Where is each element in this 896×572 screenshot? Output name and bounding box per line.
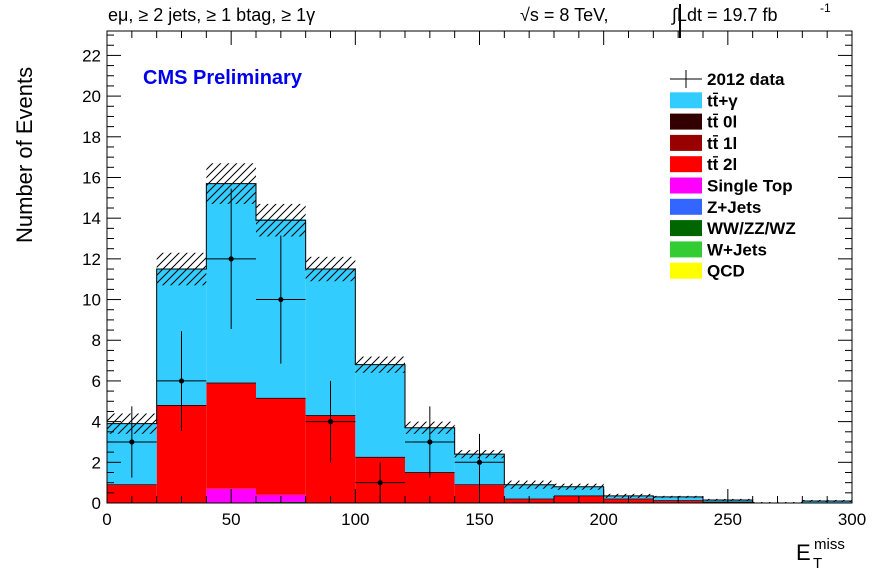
x-axis-label-sup: miss bbox=[814, 536, 845, 553]
header-lumi-exponent: -1 bbox=[820, 1, 831, 15]
y-axis-label: Number of Events bbox=[12, 67, 37, 243]
data-point bbox=[129, 439, 135, 445]
legend-label: tt̄ 0l bbox=[707, 113, 737, 132]
legend-swatch bbox=[670, 113, 702, 130]
x-tick-label: 0 bbox=[102, 510, 111, 529]
legend-swatch bbox=[670, 156, 702, 173]
uncertainty-band bbox=[107, 163, 852, 503]
bar-segment bbox=[256, 398, 306, 495]
data-point bbox=[377, 480, 383, 486]
data-point bbox=[327, 419, 334, 425]
legend-label: tt̄ 1l bbox=[707, 134, 737, 153]
x-tick-label: 300 bbox=[838, 510, 866, 529]
data-point bbox=[427, 439, 433, 445]
legend-swatch bbox=[670, 198, 702, 215]
y-tick-label: 6 bbox=[92, 372, 101, 391]
bar-segment bbox=[554, 486, 604, 496]
y-tick-label: 16 bbox=[82, 168, 101, 187]
y-tick-label: 22 bbox=[82, 46, 101, 65]
legend-label: Z+Jets bbox=[707, 198, 761, 217]
header-energy: √s = 8 TeV, bbox=[520, 5, 608, 25]
legend-label: Single Top bbox=[707, 177, 793, 196]
bar-segment bbox=[206, 382, 256, 489]
legend-swatch bbox=[670, 262, 702, 279]
legend-label: tt̄ 2l bbox=[707, 155, 737, 174]
y-tick-label: 12 bbox=[82, 250, 101, 269]
legend-swatch bbox=[670, 177, 702, 194]
bar-segment bbox=[355, 364, 405, 458]
x-axis-label-sub: T bbox=[813, 555, 822, 572]
uncertainty-hatch bbox=[256, 203, 306, 237]
data-point bbox=[178, 378, 185, 384]
x-tick-label: 150 bbox=[465, 510, 493, 529]
uncertainty-hatch bbox=[603, 493, 654, 498]
header-lumi: ∫Ldt = 19.7 fb bbox=[670, 5, 778, 25]
uncertainty-hatch bbox=[554, 483, 604, 490]
legend-swatch bbox=[670, 220, 702, 237]
y-tick-label: 10 bbox=[82, 291, 101, 310]
y-tick-label: 20 bbox=[82, 87, 101, 106]
y-tick-label: 14 bbox=[82, 209, 101, 228]
legend: 2012 data tt̄+γ tt̄ 0l tt̄ 1l tt̄ 2l Single T… bbox=[670, 70, 796, 281]
y-tick-label: 2 bbox=[92, 453, 101, 472]
axes: 0 50 100 150 200 250 300 0 2 4 6 8 10 12 14 16 18 20 22 bbox=[82, 30, 866, 529]
data-point bbox=[476, 459, 483, 465]
legend-swatch bbox=[670, 92, 702, 109]
uncertainty-hatch bbox=[355, 356, 405, 373]
y-tick-label: 0 bbox=[92, 494, 101, 513]
legend-label: QCD bbox=[707, 262, 745, 281]
uncertainty-hatch bbox=[156, 252, 207, 286]
y-tick-label: 8 bbox=[92, 331, 101, 350]
x-tick-label: 100 bbox=[341, 510, 369, 529]
legend-swatch bbox=[670, 241, 702, 258]
legend-label: WW/ZZ/WZ bbox=[707, 219, 796, 238]
y-tick-label: 4 bbox=[92, 413, 101, 432]
uncertainty-hatch bbox=[504, 480, 554, 489]
x-axis-label-main: E bbox=[796, 540, 811, 565]
data-point bbox=[278, 296, 284, 303]
legend-label: tt̄+γ bbox=[707, 91, 738, 110]
x-tick-label: 200 bbox=[589, 510, 617, 529]
uncertainty-hatch bbox=[305, 256, 356, 282]
header-selection: eμ, ≥ 2 jets, ≥ 1 btag, ≥ 1γ bbox=[108, 5, 315, 25]
legend-swatch bbox=[670, 134, 702, 151]
x-tick-label: 50 bbox=[222, 510, 241, 529]
y-tick-label: 18 bbox=[82, 128, 101, 147]
legend-label: 2012 data bbox=[707, 70, 785, 89]
legend-label: W+Jets bbox=[707, 240, 767, 259]
x-tick-label: 250 bbox=[714, 510, 742, 529]
chart-title: CMS Preliminary bbox=[143, 67, 303, 89]
bar-segment bbox=[107, 484, 157, 503]
data-point bbox=[228, 256, 234, 262]
